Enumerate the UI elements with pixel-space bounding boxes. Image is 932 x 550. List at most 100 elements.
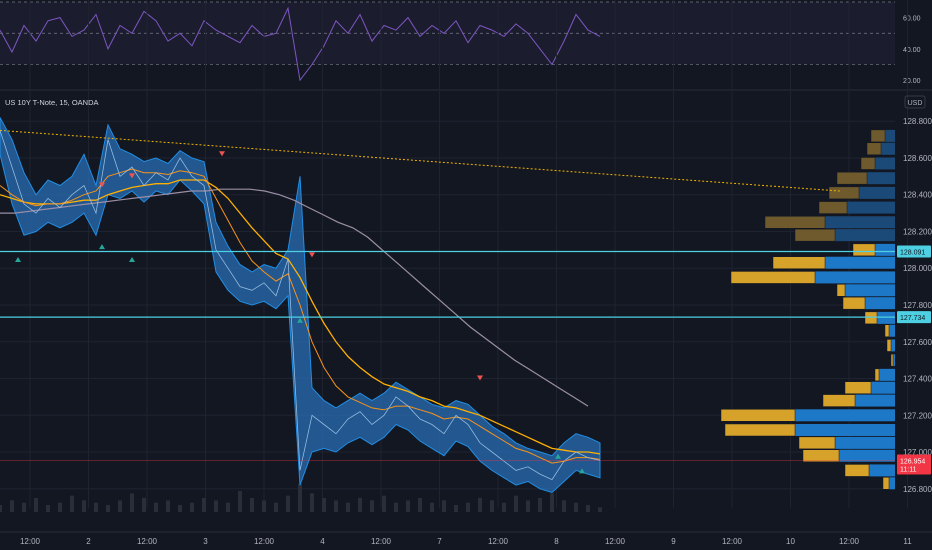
vp-buy-bar: [885, 129, 895, 142]
vp-buy-bar: [815, 271, 895, 284]
volume-bar: [346, 502, 350, 512]
volume-bar: [238, 491, 242, 512]
volume-bar: [550, 493, 554, 512]
volume-bar: [70, 495, 74, 512]
volume-bar: [94, 502, 98, 512]
sell-signal-marker: [477, 375, 483, 381]
price-axis[interactable]: 128.800 128.600 128.400 128.200 128.000 127.8…: [897, 117, 932, 494]
rsi-pane: 60.00 40.00 20.00: [0, 1, 921, 85]
volume-bar: [118, 500, 122, 512]
vp-buy-bar: [879, 368, 895, 381]
vp-sell-bar: [764, 216, 826, 229]
volume-bar: [82, 500, 86, 512]
vp-buy-bar: [869, 464, 895, 477]
vp-sell-bar: [844, 381, 872, 394]
volume-bar: [430, 502, 434, 512]
horizontal-levels[interactable]: [0, 250, 895, 318]
vp-buy-bar: [867, 172, 895, 185]
volume-bar: [394, 502, 398, 512]
volume-bar: [166, 500, 170, 512]
vp-buy-bar: [855, 394, 895, 407]
buy-signal-marker: [555, 453, 561, 459]
last-price-tag: [897, 454, 931, 475]
vp-buy-bar: [877, 311, 895, 324]
volume-bar: [310, 493, 314, 512]
vp-sell-bar: [866, 142, 882, 156]
volume-bar: [514, 495, 518, 512]
rsi-line: [0, 6, 601, 82]
level-price-tag-label: 127.734: [900, 315, 925, 322]
rsi-tick-label: 60.00: [903, 16, 921, 23]
vp-buy-bar: [875, 243, 895, 256]
vp-sell-bar: [798, 436, 836, 450]
price-tick-label: 127.200: [903, 411, 932, 420]
rsi-tick-label: 20.00: [903, 78, 921, 85]
price-tick-label: 128.600: [903, 154, 932, 163]
vp-sell-bar: [860, 157, 876, 170]
volume-bar: [262, 500, 266, 512]
vp-buy-bar: [889, 477, 895, 490]
volume-bar: [154, 502, 158, 512]
vp-buy-bar: [891, 339, 895, 352]
time-axis[interactable]: 12:00 2 12:00 3 12:00 4 12:00 7 12:00 8 12:00 9 12:0…: [0, 531, 932, 546]
volume-bar: [298, 484, 302, 512]
vp-sell-bar: [836, 171, 868, 185]
vp-sell-bar: [882, 477, 890, 490]
level-price-tag-label: 128.091: [900, 250, 925, 257]
vp-buy-bar: [825, 256, 895, 269]
volume-bar: [334, 500, 338, 512]
volume-bar: [502, 502, 506, 512]
volume-bar: [598, 507, 602, 512]
vp-sell-bar: [794, 228, 836, 242]
volume-bar: [286, 495, 290, 512]
currency-badge[interactable]: [904, 95, 926, 109]
vp-buy-bar: [795, 409, 895, 422]
symbol-title: US 10Y T-Note, 15, OANDA: [5, 98, 99, 107]
volume-bar: [562, 500, 566, 512]
vp-buy-bar: [795, 423, 895, 436]
volume-bar: [46, 505, 50, 512]
vp-sell-bar: [720, 409, 796, 422]
vp-sell-bar: [730, 271, 816, 284]
buy-signal-marker: [99, 244, 105, 250]
vp-buy-bar: [893, 354, 895, 367]
sell-signal-marker: [219, 151, 225, 157]
price-tick-label: 128.200: [903, 227, 932, 236]
vp-buy-bar: [835, 436, 895, 449]
volume-bar: [130, 493, 134, 512]
volume-bar: [586, 505, 590, 512]
price-tick-label: 126.800: [903, 485, 932, 494]
trend-line[interactable]: [0, 129, 841, 192]
time-tick-label: 12:00: [605, 537, 626, 546]
time-tick-label: 12:00: [722, 537, 743, 546]
volume-bar: [202, 498, 206, 512]
vp-sell-bar: [890, 353, 894, 367]
volume-bar: [250, 498, 254, 512]
vp-sell-bar: [818, 201, 848, 214]
level-price-tag[interactable]: [897, 311, 931, 324]
vp-sell-bar: [864, 311, 878, 325]
time-tick-label: 3: [203, 537, 208, 546]
volume-bar: [190, 502, 194, 512]
volume-bar: [466, 502, 470, 512]
vp-sell-bar: [828, 186, 860, 200]
volume-bar: [358, 498, 362, 512]
vp-buy-bar: [889, 324, 895, 337]
time-tick-label: 12:00: [254, 537, 275, 546]
sell-signal-marker: [129, 173, 135, 179]
time-tick-label: 7: [437, 537, 442, 546]
vp-buy-bar: [845, 284, 895, 297]
vp-sell-bar: [844, 464, 870, 477]
vp-buy-bar: [871, 381, 895, 394]
volume-bar: [406, 500, 410, 512]
volume-bar: [454, 505, 458, 512]
volume-bar: [490, 500, 494, 512]
vp-sell-bar: [870, 129, 886, 143]
volume-bars: [0, 484, 602, 512]
volume-bar: [322, 498, 326, 512]
level-price-tag[interactable]: [897, 245, 931, 258]
vp-buy-bar: [865, 297, 895, 310]
volume-bar: [34, 498, 38, 512]
price-tick-label: 128.400: [903, 191, 932, 200]
